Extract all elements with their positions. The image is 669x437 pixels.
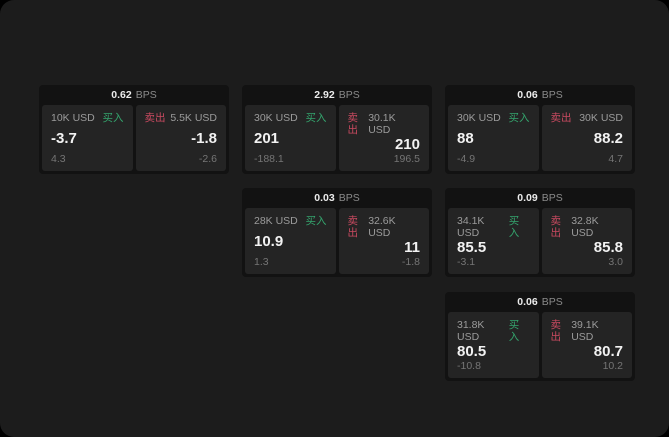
sell-panel[interactable]: 卖出 39.1K USD 80.7 10.2 bbox=[541, 312, 632, 378]
sell-tag: 卖出 bbox=[550, 112, 572, 124]
sell-sub-value: 4.7 bbox=[608, 153, 623, 165]
buy-amount: 31.8K USD bbox=[457, 319, 485, 343]
sell-price: 210 bbox=[394, 136, 420, 153]
card-header: 0.62 BPS bbox=[42, 85, 226, 105]
card-header: 2.92 BPS bbox=[245, 85, 429, 105]
buy-panel[interactable]: 30K USD 买入 201 -188.1 bbox=[245, 105, 336, 171]
card-header: 0.03 BPS bbox=[245, 188, 429, 208]
sell-price: 85.8 bbox=[593, 239, 623, 256]
bps-value: 0.06 bbox=[517, 296, 538, 308]
buy-panel[interactable]: 30K USD 买入 88 -4.9 bbox=[448, 105, 539, 171]
sell-price: 11 bbox=[404, 239, 420, 256]
quote-card-1: 0.62 BPS 10K USD 买入 -3.7 4.3 卖出 5.5K USD… bbox=[39, 85, 229, 174]
buy-amount: 34.1K USD bbox=[457, 215, 485, 239]
sell-sub-value: -1.8 bbox=[401, 256, 420, 268]
bps-unit-label: BPS bbox=[541, 296, 563, 308]
buy-sub-value: -188.1 bbox=[254, 153, 284, 165]
sell-amount: 30.1K USD bbox=[368, 112, 396, 136]
card-header: 0.06 BPS bbox=[448, 292, 632, 312]
quote-card-5: 0.09 BPS 34.1K USD 买入 85.5 -3.1 卖出 32.8K… bbox=[445, 188, 635, 277]
buy-tag: 买入 bbox=[508, 112, 530, 124]
sell-amount: 32.6K USD bbox=[368, 215, 396, 239]
buy-sub-value: -4.9 bbox=[457, 153, 476, 165]
buy-panel[interactable]: 34.1K USD 买入 85.5 -3.1 bbox=[448, 208, 539, 274]
buy-tag: 买入 bbox=[102, 112, 124, 124]
buy-panel[interactable]: 28K USD 买入 10.9 1.3 bbox=[245, 208, 336, 274]
bps-value: 0.06 bbox=[517, 89, 538, 101]
bps-unit-label: BPS bbox=[338, 192, 360, 204]
sell-tag: 卖出 bbox=[550, 319, 562, 343]
sell-amount: 39.1K USD bbox=[571, 319, 599, 343]
sell-panel[interactable]: 卖出 30.1K USD 210 196.5 bbox=[338, 105, 429, 171]
sell-sub-value: 10.2 bbox=[602, 360, 623, 372]
sell-tag: 卖出 bbox=[144, 112, 166, 124]
quote-card-4: 0.03 BPS 28K USD 买入 10.9 1.3 卖出 32.6K US… bbox=[242, 188, 432, 277]
buy-sub-value: -10.8 bbox=[457, 360, 481, 372]
bps-value: 0.62 bbox=[111, 89, 132, 101]
sell-sub-value: -2.6 bbox=[198, 153, 217, 165]
quote-card-2: 2.92 BPS 30K USD 买入 201 -188.1 卖出 30.1K … bbox=[242, 85, 432, 174]
buy-panel[interactable]: 31.8K USD 买入 80.5 -10.8 bbox=[448, 312, 539, 378]
sell-amount: 30K USD bbox=[579, 112, 623, 124]
buy-price: 85.5 bbox=[457, 239, 487, 256]
sell-price: 88.2 bbox=[593, 130, 623, 147]
bps-unit-label: BPS bbox=[541, 192, 563, 204]
sell-panel[interactable]: 卖出 32.8K USD 85.8 3.0 bbox=[541, 208, 632, 274]
buy-sub-value: 1.3 bbox=[254, 256, 269, 268]
bps-unit-label: BPS bbox=[541, 89, 563, 101]
buy-panel[interactable]: 10K USD 买入 -3.7 4.3 bbox=[42, 105, 133, 171]
sell-sub-value: 196.5 bbox=[393, 153, 420, 165]
buy-price: 10.9 bbox=[254, 233, 284, 250]
bps-unit-label: BPS bbox=[338, 89, 360, 101]
quote-card-3: 0.06 BPS 30K USD 买入 88 -4.9 卖出 30K USD 8… bbox=[445, 85, 635, 174]
sell-tag: 卖出 bbox=[550, 215, 562, 239]
buy-amount: 30K USD bbox=[254, 112, 298, 124]
buy-tag: 买入 bbox=[305, 215, 327, 227]
buy-tag: 买入 bbox=[508, 319, 520, 343]
card-header: 0.06 BPS bbox=[448, 85, 632, 105]
sell-amount: 5.5K USD bbox=[170, 112, 217, 124]
buy-price: 88 bbox=[457, 130, 474, 147]
buy-amount: 30K USD bbox=[457, 112, 501, 124]
buy-amount: 10K USD bbox=[51, 112, 95, 124]
bps-unit-label: BPS bbox=[135, 89, 157, 101]
sell-amount: 32.8K USD bbox=[571, 215, 599, 239]
card-header: 0.09 BPS bbox=[448, 188, 632, 208]
bps-value: 0.09 bbox=[517, 192, 538, 204]
sell-tag: 卖出 bbox=[347, 112, 359, 136]
buy-tag: 买入 bbox=[508, 215, 520, 239]
quote-card-6: 0.06 BPS 31.8K USD 买入 80.5 -10.8 卖出 39.1… bbox=[445, 292, 635, 381]
buy-price: -3.7 bbox=[51, 130, 77, 147]
sell-price: 80.7 bbox=[593, 343, 623, 360]
buy-price: 201 bbox=[254, 130, 280, 147]
buy-tag: 买入 bbox=[305, 112, 327, 124]
sell-panel[interactable]: 卖出 32.6K USD 11 -1.8 bbox=[338, 208, 429, 274]
sell-price: -1.8 bbox=[191, 130, 217, 147]
buy-sub-value: -3.1 bbox=[457, 256, 476, 268]
sell-sub-value: 3.0 bbox=[608, 256, 623, 268]
buy-sub-value: 4.3 bbox=[51, 153, 66, 165]
sell-tag: 卖出 bbox=[347, 215, 359, 239]
bps-value: 2.92 bbox=[314, 89, 335, 101]
sell-panel[interactable]: 卖出 30K USD 88.2 4.7 bbox=[541, 105, 632, 171]
sell-panel[interactable]: 卖出 5.5K USD -1.8 -2.6 bbox=[135, 105, 226, 171]
bps-value: 0.03 bbox=[314, 192, 335, 204]
buy-amount: 28K USD bbox=[254, 215, 298, 227]
buy-price: 80.5 bbox=[457, 343, 487, 360]
